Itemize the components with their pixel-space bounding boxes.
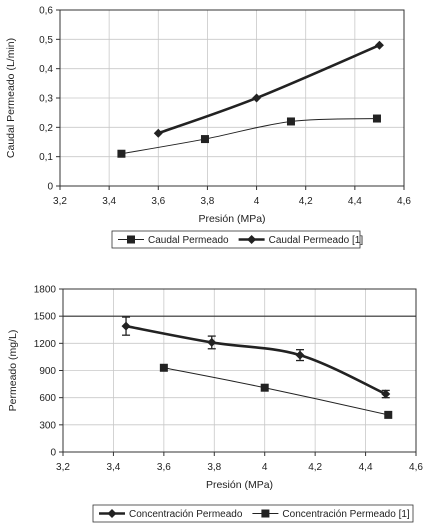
y-tick-label: 1200 [34,339,57,350]
data-point [117,149,126,158]
y-tick-label: 0,5 [39,35,53,46]
legend-marker [247,235,257,244]
series-line [121,118,377,155]
x-tick-label: 3,4 [102,196,116,207]
y-tick-label: 1800 [34,285,57,296]
legend-label: Concentración Permeado [1] [282,509,410,520]
y-axis-title: Permeado (mg/L) [7,330,19,412]
data-point [121,321,131,331]
chart-concentracion-permeado: 3,2 3,4 3,6 3,8 4 4,2 4,4 4,6 0 300 600 900 1200 1500… [7,285,423,523]
series-line [125,324,387,396]
series-line [163,367,389,416]
y-tick-label: 0,1 [39,152,53,163]
legend: Concentración Permeado Concentración Perm… [92,504,414,523]
chart-caudal-permeado: 3,2 3,4 3,6 3,8 4 4,2 4,4 4,6 0 0,1 0,2 0,3 0,4 0,5 0,… [5,6,411,249]
series-1 [117,114,381,158]
data-point [200,135,209,144]
legend: Caudal Permeado Caudal Permeado [1] [111,230,364,249]
data-point [286,117,295,126]
x-tick-label: 4,2 [308,462,322,473]
data-point [384,410,393,419]
x-tick-label: 4 [262,462,268,473]
plot-frame [62,288,417,453]
x-axis-title: Presión (MPa) [198,213,265,225]
data-point [260,383,269,392]
legend-label: Caudal Permeado [148,235,229,246]
x-tick-label: 4,6 [409,462,423,473]
series-1 [121,316,391,399]
y-axis-title: Caudal Permeado (L/min) [5,38,17,158]
x-tick-label: 4 [254,196,260,207]
series-2 [153,40,384,138]
x-tick-label: 4,4 [359,462,373,473]
y-tick-label: 0,2 [39,123,53,134]
y-tick-label: 0,6 [39,6,53,17]
legend-label: Caudal Permeado [1] [269,235,364,246]
y-tick-label: 0 [50,448,56,459]
series-2 [159,363,393,419]
x-tick-label: 4,4 [348,196,362,207]
x-tick-label: 4,6 [397,196,411,207]
y-tick-label: 0,3 [39,94,53,105]
y-tick-label: 300 [39,420,56,431]
legend-marker [107,509,117,518]
data-point [207,337,217,347]
x-tick-label: 3,6 [151,196,165,207]
x-tick-label: 3,8 [200,196,214,207]
data-point [159,363,168,372]
legend-box [111,230,361,249]
legend-marker [127,235,135,244]
y-tick-label: 0,4 [39,64,53,75]
data-point [153,128,163,138]
data-point [381,389,391,399]
data-point [295,350,305,360]
y-tick-label: 1500 [34,312,57,323]
x-tick-label: 3,2 [53,196,67,207]
data-point [372,114,381,123]
y-tick-label: 900 [39,366,56,377]
legend-label: Concentración Permeado [129,509,243,520]
x-axis-title: Presión (MPa) [206,479,273,491]
x-tick-label: 4,2 [299,196,313,207]
series-line [157,44,380,135]
legend-marker [261,509,270,518]
x-tick-label: 3,8 [207,462,221,473]
plot-frame [59,9,405,187]
data-point [252,93,262,103]
x-tick-label: 3,4 [106,462,120,473]
x-tick-label: 3,6 [157,462,171,473]
y-tick-label: 0 [47,182,53,193]
data-point [374,40,384,50]
y-tick-label: 600 [39,393,56,404]
x-tick-label: 3,2 [56,462,70,473]
